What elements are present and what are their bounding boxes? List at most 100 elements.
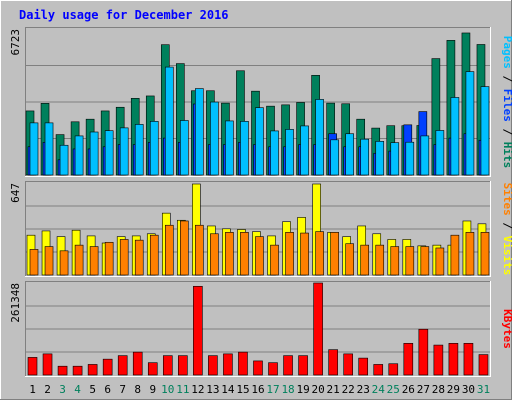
bar-kbytes-day-29	[448, 343, 459, 376]
bar-kbytes-day-6	[102, 358, 113, 376]
x-tick-label-16: 16	[251, 383, 264, 396]
series-legend-label: Sites / Visits	[501, 183, 512, 276]
bar-kbytes-day-4	[72, 365, 83, 376]
bar-kbytes-day-27	[418, 328, 429, 376]
x-tick-label-10: 10	[161, 383, 174, 396]
bar-sites-day-9	[149, 234, 159, 276]
bar-pages-day-10	[164, 66, 174, 176]
bar-sites-day-14	[225, 232, 234, 276]
bar-kbytes-day-18	[283, 355, 293, 376]
legend-files: Files	[501, 89, 512, 122]
x-tick-label-27: 27	[417, 383, 430, 396]
x-tick-label-26: 26	[402, 383, 415, 396]
bar-sites-day-19	[300, 232, 309, 276]
bar-sites-day-20	[315, 231, 324, 276]
legend-separator: /	[501, 216, 512, 236]
bar-sites-day-30	[465, 232, 475, 276]
bar-pages-day-27	[420, 135, 430, 176]
bar-kbytes-day-5	[87, 364, 98, 376]
bar-pages-day-13	[210, 101, 219, 176]
bar-kbytes-day-12	[193, 285, 203, 376]
bar-kbytes-day-31	[478, 354, 489, 376]
x-tick-label-20: 20	[312, 383, 325, 396]
bar-sites-day-13	[210, 233, 219, 276]
bar-kbytes-day-14	[223, 353, 233, 376]
bar-kbytes-day-17	[268, 362, 278, 376]
bar-pages-day-9	[149, 121, 159, 176]
chart-panels: 6723 Pages / Files / Hits 647 Sites / Visit…	[9, 27, 512, 377]
x-tick-label-15: 15	[236, 383, 249, 396]
bar-kbytes-day-13	[208, 355, 218, 376]
bar-kbytes-day-3	[57, 365, 68, 376]
bar-sites-day-15	[240, 232, 249, 276]
bar-kbytes-day-20	[313, 282, 323, 376]
bar-kbytes-day-15	[238, 351, 248, 376]
bar-kbytes-day-30	[463, 343, 474, 376]
bar-pages-day-26	[405, 141, 415, 176]
bar-sites-day-22	[345, 243, 354, 276]
bar-kbytes-day-22	[343, 353, 353, 376]
legend-separator: /	[501, 69, 512, 89]
bar-sites-day-24	[375, 244, 385, 276]
bar-pages-day-15	[240, 121, 249, 176]
bar-kbytes-day-1	[27, 357, 38, 376]
bar-sites-day-26	[405, 246, 415, 276]
bar-sites-day-1	[29, 249, 39, 276]
chart-title: Daily usage for December 2016	[19, 8, 229, 22]
series-legend-label: Pages / Files / Hits	[501, 36, 512, 169]
bar-sites-day-27	[420, 246, 430, 276]
bar-sites-day-29	[450, 234, 460, 276]
x-tick-label-31: 31	[477, 383, 490, 396]
bar-pages-day-1	[29, 122, 39, 176]
x-axis-labels: 1 2 3 4 5 6 7 8 9 10 11 12 13 14 15 16 17 18 19 20 21 22 23 24 2…	[29, 383, 490, 396]
bar-pages-day-30	[465, 71, 475, 176]
bar-pages-day-18	[285, 129, 294, 176]
bar-sites-day-28	[435, 247, 445, 276]
x-tick-label-13: 13	[206, 383, 219, 396]
panel-middle: 647 Sites / Visits	[9, 181, 512, 277]
bar-sites-day-5	[89, 246, 99, 276]
bar-pages-day-16	[255, 107, 264, 176]
x-tick-label-14: 14	[221, 383, 235, 396]
x-tick-label-7: 7	[119, 383, 126, 396]
bar-sites-day-8	[134, 239, 144, 276]
series-legend-label: KBytes	[501, 309, 512, 349]
legend-visits: Visits	[501, 236, 512, 276]
bar-sites-day-31	[480, 232, 490, 276]
x-tick-label-24: 24	[372, 383, 386, 396]
x-tick-label-11: 11	[176, 383, 189, 396]
bar-kbytes-day-19	[298, 355, 308, 376]
bar-pages-day-28	[435, 130, 445, 176]
y-max-label: 6723	[9, 29, 22, 56]
x-tick-label-5: 5	[89, 383, 96, 396]
x-tick-label-23: 23	[357, 383, 370, 396]
x-tick-label-2: 2	[44, 383, 51, 396]
x-tick-label-21: 21	[327, 383, 340, 396]
legend-pages: Pages	[501, 36, 512, 69]
bar-kbytes-day-2	[42, 353, 53, 376]
x-tick-label-29: 29	[447, 383, 460, 396]
x-tick-label-28: 28	[432, 383, 445, 396]
bar-kbytes-day-11	[178, 355, 188, 376]
bar-pages-day-31	[480, 86, 490, 176]
bar-pages-day-17	[270, 130, 279, 176]
x-tick-label-4: 4	[74, 383, 81, 396]
bar-sites-day-6	[104, 241, 114, 276]
bar-sites-day-23	[360, 244, 370, 276]
panel-bottom: 261348 KBytes	[9, 281, 512, 377]
bar-pages-day-22	[345, 133, 354, 176]
bar-sites-day-12	[195, 224, 204, 276]
bar-sites-day-25	[390, 246, 400, 276]
x-tick-label-8: 8	[134, 383, 141, 396]
panel-top: 6723 Pages / Files / Hits	[9, 27, 512, 177]
bar-pages-day-2	[44, 122, 54, 176]
x-tick-label-12: 12	[191, 383, 204, 396]
bar-kbytes-day-21	[328, 349, 338, 376]
bar-pages-day-14	[225, 120, 234, 176]
bar-kbytes-day-9	[147, 362, 158, 376]
x-tick-label-1: 1	[29, 383, 36, 396]
bar-pages-day-24	[375, 141, 385, 176]
bar-sites-day-16	[255, 236, 264, 276]
y-max-label: 261348	[9, 283, 22, 323]
x-tick-label-17: 17	[266, 383, 279, 396]
